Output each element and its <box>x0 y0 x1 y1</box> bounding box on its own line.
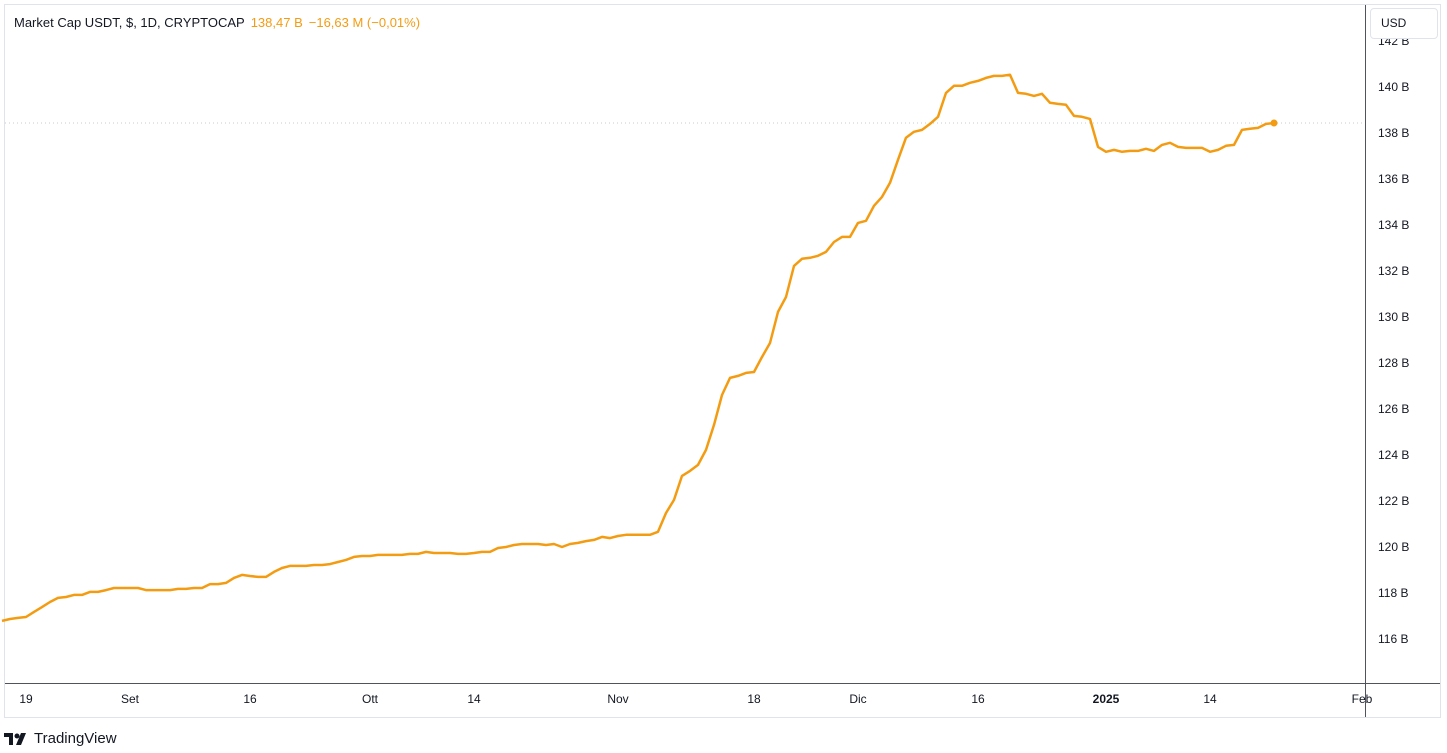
y-tick-label: 130 B <box>1378 310 1409 324</box>
y-tick-label: 120 B <box>1378 540 1409 554</box>
y-tick-label: 136 B <box>1378 172 1409 186</box>
frame <box>4 4 1441 718</box>
y-tick-label: 124 B <box>1378 448 1409 462</box>
x-tick-label: 2025 <box>1093 692 1120 706</box>
x-tick-label: 14 <box>467 692 481 706</box>
y-tick-label: 134 B <box>1378 218 1409 232</box>
logo-icon <box>4 732 26 745</box>
currency-button[interactable]: USD <box>1370 8 1438 39</box>
x-tick-label: Nov <box>607 692 628 706</box>
x-tick-label: Dic <box>849 692 866 706</box>
price-line <box>1 73 1275 623</box>
last-point <box>1270 119 1278 127</box>
y-tick-label: 140 B <box>1378 80 1409 94</box>
x-tick-label: 16 <box>243 692 257 706</box>
x-tick-label: 19 <box>19 692 33 706</box>
x-tick-label: Set <box>121 692 140 706</box>
symbol: Market Cap USDT, $, 1D, CRYPTOCAP <box>14 15 245 30</box>
x-tick-label: 16 <box>971 692 985 706</box>
y-tick-label: 138 B <box>1378 126 1409 140</box>
last-value: 138,47 B <box>250 15 303 30</box>
x-tick-label: Ott <box>362 692 379 706</box>
y-tick-label: 132 B <box>1378 264 1409 278</box>
brand-logo: TradingView <box>4 730 117 747</box>
y-tick-label: 116 B <box>1378 632 1408 646</box>
x-tick-label: Feb <box>1352 692 1373 706</box>
x-tick-label: 14 <box>1203 692 1217 706</box>
change: −16,63 M (−0,01%) <box>308 15 421 30</box>
y-tick-label: 118 B <box>1378 586 1408 600</box>
legend-header: Market Cap USDT, $, 1D, CRYPTOCAP 138,47 … <box>14 15 420 30</box>
y-tick-label: 122 B <box>1378 494 1409 508</box>
y-tick-label: 126 B <box>1378 402 1409 416</box>
y-tick-label: 128 B <box>1378 356 1409 370</box>
x-tick-label: 18 <box>747 692 761 706</box>
brand-name: TradingView <box>34 730 117 747</box>
